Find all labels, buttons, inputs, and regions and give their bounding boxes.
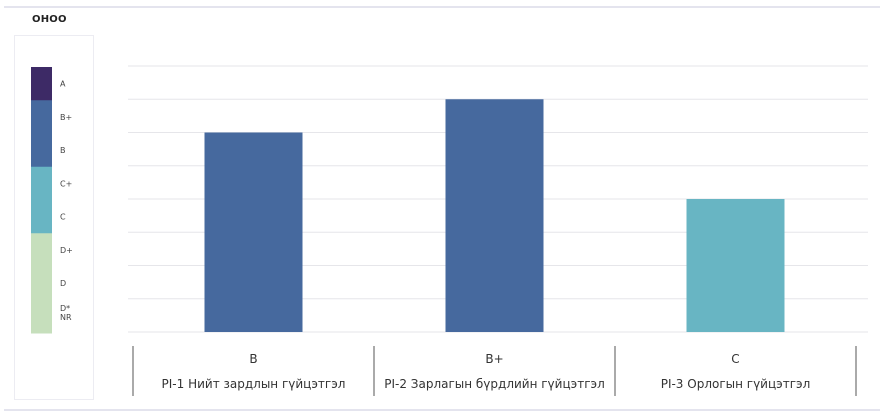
category-grade-3: C (731, 352, 739, 366)
bar-2 (445, 99, 544, 332)
legend-swatch-6 (31, 266, 52, 301)
chart-title: ОНОО (32, 14, 67, 25)
legend-label-2: B (60, 146, 66, 155)
legend-label-1: B+ (60, 113, 72, 122)
legend-swatch-1 (31, 100, 52, 134)
grade-legend-scale: A B+ B C+ C D+ D D*NR (31, 67, 73, 334)
bar-1 (204, 132, 303, 332)
category-label-1: PI-1 Нийт зардлын гүйцэтгэл (162, 377, 346, 391)
legend-label-4: C (60, 213, 66, 222)
legend-swatch-7 (31, 299, 52, 334)
bottom-divider (4, 409, 880, 411)
category-label-2: PI-2 Зарлагын бүрдлийн гүйцэтгэл (384, 377, 605, 391)
legend-label-5: D+ (60, 246, 73, 255)
legend-label-7: D* (60, 304, 70, 313)
category-label-3: PI-3 Орлогын гүйцэтгэл (661, 377, 811, 391)
grade-legend: A B+ B C+ C D+ D D* NR (14, 35, 94, 400)
legend-label-6: D (60, 279, 66, 288)
legend-swatch-5 (31, 233, 52, 267)
legend-label-0: A (60, 80, 66, 89)
bar-3 (686, 199, 785, 332)
category-grade-2: B+ (485, 352, 503, 366)
top-divider (4, 6, 880, 8)
legend-swatch-3 (31, 166, 52, 201)
legend-label-3: C+ (60, 179, 72, 188)
legend-swatch-0 (31, 67, 52, 101)
category-grade-1: B (249, 352, 257, 366)
legend-swatch-4 (31, 200, 52, 234)
legend-swatch-2 (31, 133, 52, 168)
legend-footnote: NR (60, 313, 72, 322)
